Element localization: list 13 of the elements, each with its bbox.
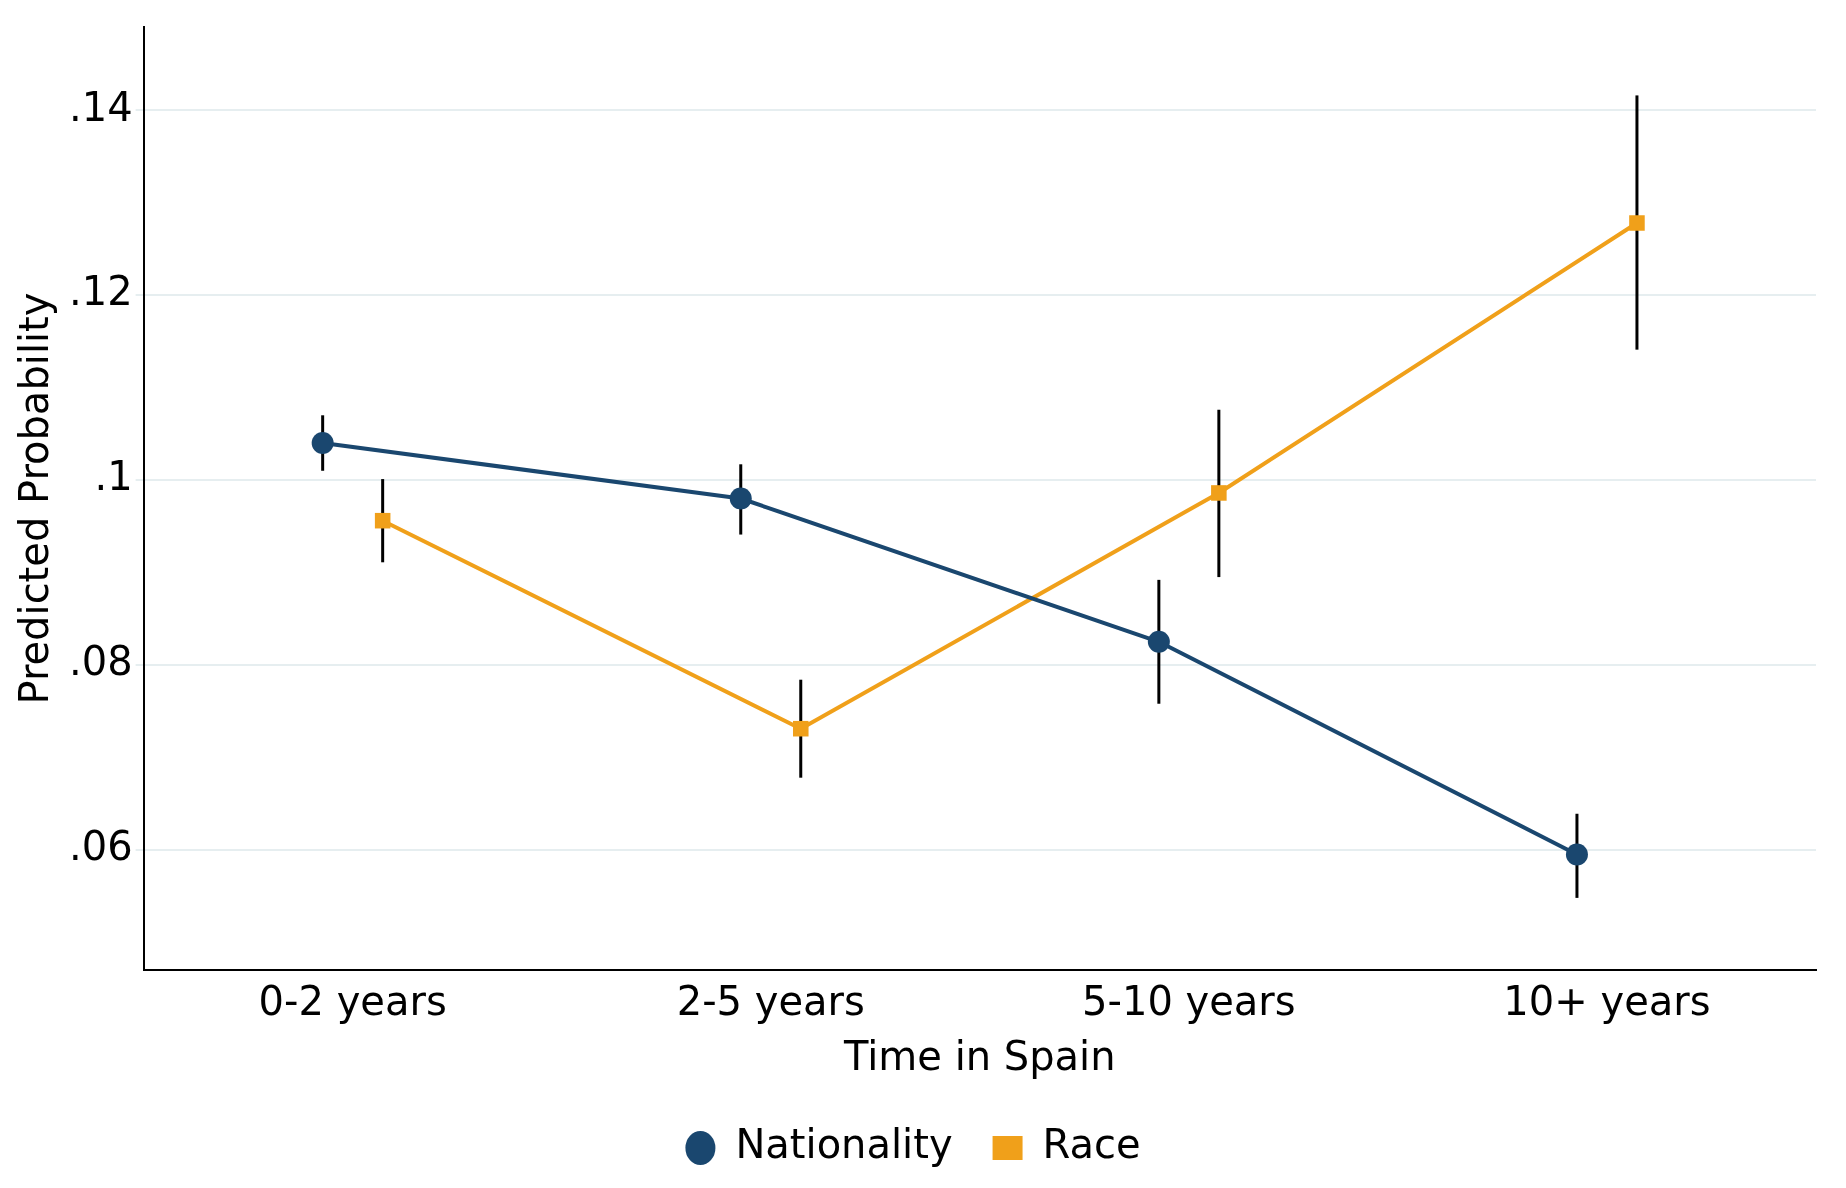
y-tick-label: .14: [68, 83, 133, 130]
x-axis-title: Time in Spain: [843, 1033, 1116, 1080]
y-tick-label: .1: [94, 453, 133, 500]
x-tick-label: 2-5 years: [676, 978, 865, 1025]
y-tick-label: .06: [68, 823, 133, 870]
y-tick-label: .12: [68, 268, 133, 315]
y-tick-label: .08: [68, 638, 133, 685]
legend-label: Nationality: [735, 1121, 953, 1168]
y-axis-title: Predicted Probability: [11, 292, 58, 705]
x-tick-label: 5-10 years: [1082, 978, 1296, 1025]
x-tick-label: 10+ years: [1503, 978, 1711, 1025]
x-tick-label: 0-2 years: [258, 978, 447, 1025]
legend-label: Race: [1042, 1121, 1141, 1168]
